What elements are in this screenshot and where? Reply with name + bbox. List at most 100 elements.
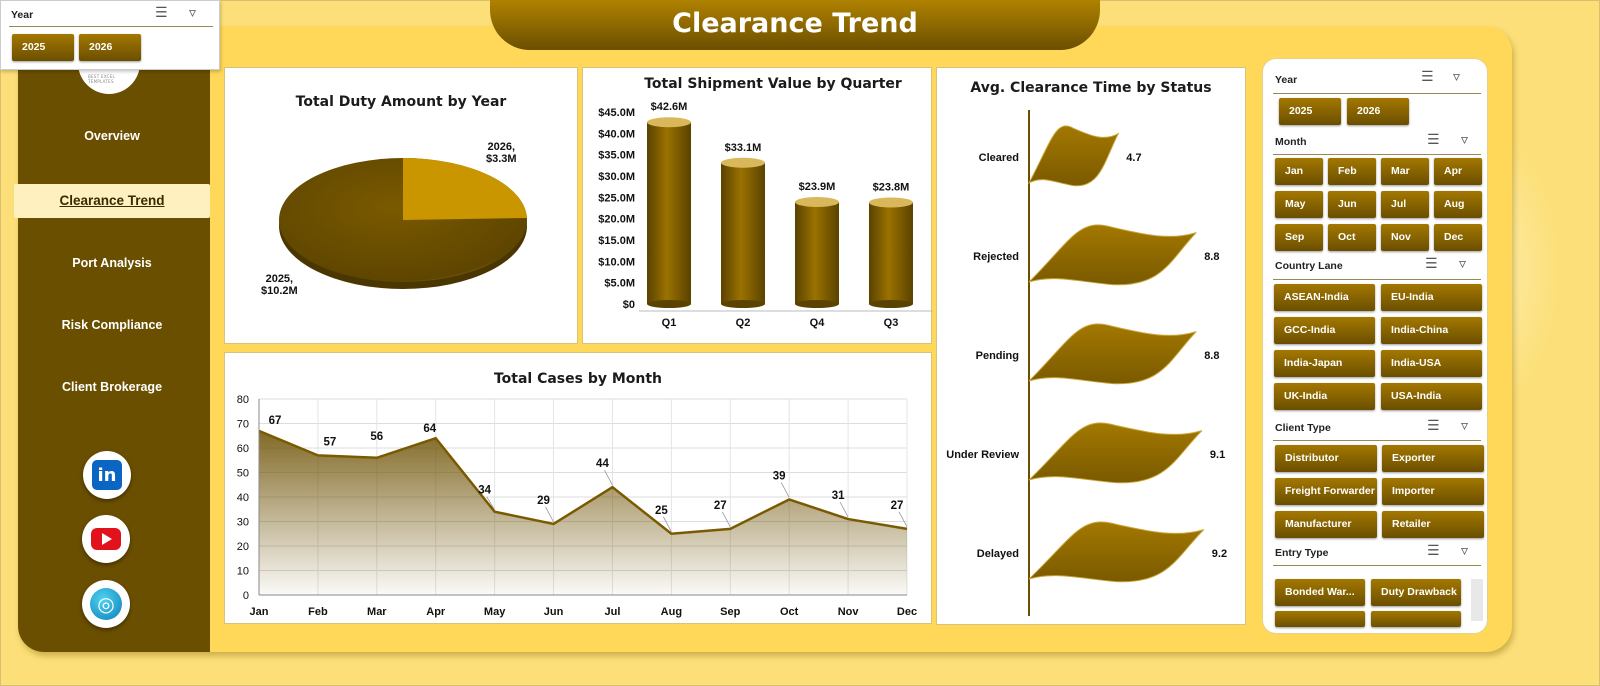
website-button[interactable]: ◎ [82,580,130,628]
slicer-year-header: Year [1275,74,1298,86]
slicer-month-may[interactable]: May [1275,191,1323,218]
popup-slicer-2026[interactable]: 2026 [79,34,141,61]
line-data-label: 27 [891,500,904,512]
bar-y-tick: $45.0M [598,107,635,119]
line-x-tick: Feb [308,606,328,618]
sidebar-item-clearance-trend[interactable]: Clearance Trend [14,184,210,218]
bar-top [647,117,691,128]
slicer-month-sep[interactable]: Sep [1275,224,1323,251]
slicer-month-oct[interactable]: Oct [1328,224,1376,251]
slicer-client-type-distributor[interactable]: Distributor [1275,445,1377,472]
slicer-scrollbar[interactable] [1471,579,1483,621]
bar-y-tick: $30.0M [598,171,635,183]
bar-y-tick: $10.0M [598,256,635,268]
slicer-entry-type-more-2[interactable] [1371,611,1461,627]
pie-slice-2026[interactable] [403,158,527,220]
slicer-country-lane-asean-india[interactable]: ASEAN-India [1274,284,1375,311]
slicer-client-type-exporter[interactable]: Exporter [1382,445,1484,472]
leader-line [545,506,554,523]
bar-y-tick: $15.0M [598,235,635,247]
slicer-country-lane-eu-india[interactable]: EU-India [1381,284,1482,311]
line-data-label: 29 [537,495,550,507]
multi-select-icon[interactable]: ☰ [155,5,168,21]
globe-icon: ◎ [90,588,122,620]
bar-base [795,300,839,308]
popup-year-slicer: Year ☰ ▿ 2025 2026 [0,0,220,70]
line-chart-title: Total Cases by Month [493,371,663,387]
multi-select-icon[interactable]: ☰ [1421,69,1434,85]
clear-filter-icon[interactable]: ▿ [1459,256,1467,272]
popup-slicer-2025[interactable]: 2025 [12,34,74,61]
slicer-entry-type-bonded[interactable]: Bonded War... [1275,579,1365,606]
leader-line [663,516,672,532]
status-bar-3[interactable] [1028,422,1203,484]
line-x-tick: Mar [367,606,387,618]
bar-Q3[interactable] [869,202,913,304]
slicer-country-lane-india-china[interactable]: India-China [1381,317,1482,344]
status-bar-2[interactable] [1028,323,1197,385]
line-x-tick: Apr [426,606,446,618]
slicer-client-type-importer[interactable]: Importer [1382,478,1484,505]
logo-text: BEST EXCEL TEMPLATES [88,74,116,84]
slicer-client-type-manufacturer[interactable]: Manufacturer [1275,511,1377,538]
slicer-year-2026[interactable]: 2026 [1347,98,1409,125]
slicer-month-nov[interactable]: Nov [1381,224,1429,251]
bar-value-label: $42.6M [651,101,688,113]
line-y-tick: 20 [237,541,249,553]
slicer-month-apr[interactable]: Apr [1434,158,1482,185]
slicer-month-jun[interactable]: Jun [1328,191,1376,218]
leader-line [839,501,849,518]
slicer-entry-type-more-1[interactable] [1275,611,1365,627]
slicer-month-mar[interactable]: Mar [1381,158,1429,185]
linkedin-button[interactable]: in [83,451,131,499]
clear-filter-icon[interactable]: ▿ [1461,418,1469,434]
status-bar-4[interactable] [1028,521,1205,583]
bar-y-tick: $35.0M [598,150,635,162]
slicer-month-jul[interactable]: Jul [1381,191,1429,218]
area-line [258,429,908,536]
clear-filter-icon[interactable]: ▿ [1461,132,1469,148]
bar-y-tick: $40.0M [598,128,635,140]
youtube-icon [91,528,121,550]
clear-filter-icon[interactable]: ▿ [189,5,197,21]
status-chart-title: Avg. Clearance Time by Status [970,80,1212,96]
slicer-country-lane-gcc-india[interactable]: GCC-India [1274,317,1375,344]
multi-select-icon[interactable]: ☰ [1427,418,1440,434]
slicer-country-lane-india-usa[interactable]: India-USA [1381,350,1482,377]
multi-select-icon[interactable]: ☰ [1425,256,1438,272]
clear-filter-icon[interactable]: ▿ [1461,543,1469,559]
bar-Q1[interactable] [647,122,691,304]
slicer-entry-type-duty-drawback[interactable]: Duty Drawback [1371,579,1461,606]
clear-filter-icon[interactable]: ▿ [1453,69,1461,85]
sidebar-item-overview[interactable]: Overview [84,129,140,143]
line-data-label: 39 [773,470,786,482]
slicer-month-aug[interactable]: Aug [1434,191,1482,218]
slicer-month-feb[interactable]: Feb [1328,158,1376,185]
linkedin-icon: in [92,460,122,490]
bar-Q4[interactable] [795,202,839,304]
bar-Q2[interactable] [721,162,765,304]
sidebar-item-client-brokerage[interactable]: Client Brokerage [61,380,163,394]
sidebar-item-risk-compliance[interactable]: Risk Compliance [61,318,163,332]
slicer-client-type-freight-forwarder[interactable]: Freight Forwarder [1275,478,1377,505]
line-x-tick: Sep [720,606,740,618]
leader-line [604,470,613,486]
youtube-button[interactable] [82,515,130,563]
slicer-month-dec[interactable]: Dec [1434,224,1482,251]
line-data-label: 27 [714,500,727,512]
status-bar-0[interactable] [1027,125,1120,187]
sidebar-item-port-analysis[interactable]: Port Analysis [72,256,152,270]
line-x-tick: Aug [661,606,682,618]
slicer-country-lane-usa-india[interactable]: USA-India [1381,383,1482,410]
status-chart-svg: Cleared 4.7 Rejected 8.8 Pending 8.8 Under Rev… [946,110,1227,616]
slicer-country-lane-india-japan[interactable]: India-Japan [1274,350,1375,377]
multi-select-icon[interactable]: ☰ [1427,132,1440,148]
slicer-country-lane-uk-india[interactable]: UK-India [1274,383,1375,410]
slicer-year-2025[interactable]: 2025 [1279,98,1341,125]
slicer-client-type-retailer[interactable]: Retailer [1382,511,1484,538]
line-data-label: 44 [596,458,609,470]
status-bar-1[interactable] [1028,224,1197,286]
line-data-label: 25 [655,505,668,517]
slicer-month-jan[interactable]: Jan [1275,158,1323,185]
multi-select-icon[interactable]: ☰ [1427,543,1440,559]
